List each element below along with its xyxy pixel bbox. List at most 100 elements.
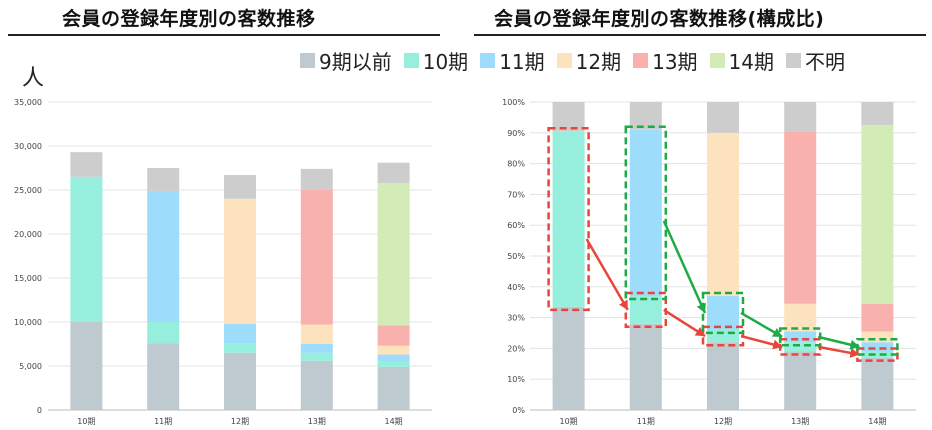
bar-segment (70, 152, 103, 177)
bar-segment (707, 342, 739, 410)
legend-item: 14期 (709, 46, 774, 75)
legend-swatch (480, 53, 496, 68)
x-tick-label: 10期 (77, 417, 95, 426)
bar-segment (147, 322, 180, 344)
y-tick-label: 20,000 (14, 230, 42, 239)
legend-item: 12期 (556, 46, 622, 75)
legend-swatch (403, 53, 419, 68)
bar-segment (861, 331, 894, 343)
bar-segment (300, 360, 333, 410)
bar-segment (629, 102, 662, 130)
chart-title-left: 会員の登録年度別の客数推移 (62, 8, 316, 30)
y-tick-label: 90% (507, 129, 525, 138)
bar-segment (377, 162, 410, 183)
y-tick-label: 35,000 (14, 98, 42, 107)
y-tick-label: 25,000 (14, 186, 42, 195)
y-tick-label: 10,000 (14, 318, 42, 327)
legend-item: 不明 (786, 46, 845, 75)
legend-label: 13期 (652, 50, 698, 74)
bar-segment (861, 102, 894, 126)
x-tick-label: 14期 (868, 417, 886, 426)
legend-label: 14期 (728, 50, 774, 74)
y-tick-label: 50% (507, 252, 525, 261)
chart-legend: 9期以前 10期 11期 12期 13期 14期 不明 (300, 46, 857, 75)
bar-segment (224, 323, 256, 344)
bar-segment (300, 324, 333, 344)
bar-segment (784, 102, 817, 132)
legend-label: 9期以前 (319, 50, 392, 74)
title-underline-right (474, 34, 926, 36)
bar-segment (784, 303, 817, 332)
bar-segment (552, 306, 585, 410)
y-tick-label: 0% (512, 406, 525, 415)
bar-segment (629, 323, 662, 410)
x-tick-label: 12期 (231, 417, 249, 426)
y-tick-label: 60% (507, 221, 525, 230)
highlight-box (624, 125, 668, 301)
y-tick-label: 0 (37, 406, 42, 415)
x-tick-label: 10期 (560, 417, 578, 426)
bar-segment (377, 366, 410, 410)
bar-segment (377, 325, 410, 346)
x-tick-label: 11期 (637, 417, 655, 426)
x-tick-label: 13期 (791, 417, 809, 426)
legend-swatch (709, 53, 725, 68)
legend-swatch (300, 53, 315, 68)
bar-segment (300, 352, 333, 361)
y-tick-label: 70% (507, 190, 525, 199)
y-tick-label: 40% (507, 283, 525, 292)
legend-item: 13期 (633, 46, 698, 75)
arrow-head (696, 302, 706, 313)
x-tick-label: 14期 (385, 417, 403, 426)
arrow-head (849, 347, 860, 358)
x-tick-label: 13期 (308, 417, 326, 426)
y-tick-label: 15,000 (14, 274, 42, 283)
y-tick-label: 30,000 (14, 142, 42, 151)
trend-arrow (662, 220, 707, 314)
bar-segment (147, 343, 180, 410)
legend-label: 不明 (805, 50, 845, 74)
bar-segment (224, 175, 256, 199)
arrow-head (772, 339, 783, 350)
legend-label: 11期 (499, 50, 545, 74)
y-unit-label: 人 (22, 66, 45, 91)
bar-segment (707, 102, 739, 133)
y-tick-label: 100% (502, 98, 525, 107)
legend-swatch (786, 53, 801, 68)
y-tick-label: 30% (507, 314, 525, 323)
bar-segment (707, 132, 739, 297)
trend-arrow (585, 238, 629, 311)
legend-label: 12期 (575, 50, 622, 74)
chart-title-right: 会員の登録年度別の客数推移(構成比) (494, 8, 825, 30)
arrow-head (771, 328, 783, 337)
bar-segment (70, 322, 103, 410)
bar-segment (300, 344, 333, 353)
title-underline-left (8, 34, 440, 36)
bar-segment (861, 303, 894, 332)
highlight-box (547, 127, 590, 312)
bar-segment (224, 352, 256, 410)
bar-segment (707, 296, 739, 330)
arrow-head (618, 299, 628, 310)
bar-segment (70, 176, 103, 322)
bar-segment (861, 125, 894, 304)
bar-segment (861, 342, 894, 352)
bar-segment (377, 182, 410, 326)
bar-segment (784, 331, 817, 343)
y-tick-label: 5,000 (19, 362, 42, 371)
bar-segment (300, 190, 333, 325)
bar-segment (377, 361, 410, 367)
y-tick-label: 20% (507, 344, 525, 353)
bar-segment (629, 296, 662, 324)
arrow-head (849, 339, 860, 350)
bar-segment (861, 357, 894, 410)
x-tick-label: 12期 (714, 417, 732, 426)
arrow-head (694, 327, 705, 337)
legend-label: 10期 (422, 50, 469, 74)
bar-segment (552, 102, 585, 132)
y-tick-label: 10% (507, 375, 525, 384)
legend-item: 11期 (480, 46, 545, 75)
legend-item: 9期以前 (300, 46, 392, 75)
bar-segment (224, 198, 256, 324)
